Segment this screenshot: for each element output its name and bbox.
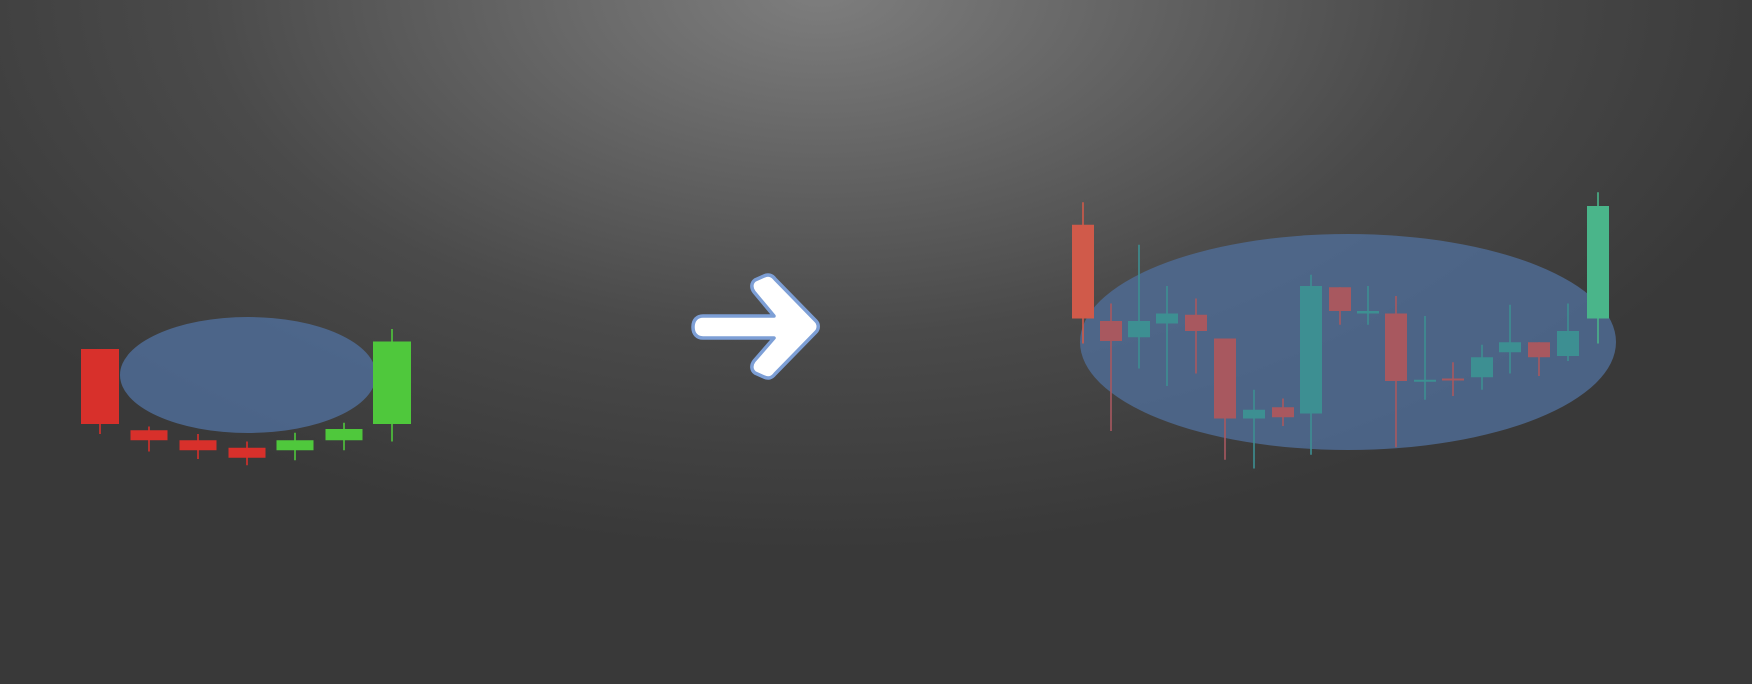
- candle-body: [81, 349, 119, 424]
- candle: [1329, 287, 1351, 325]
- candle-body: [1272, 407, 1294, 418]
- candle-body: [1300, 286, 1322, 414]
- candle: [1471, 344, 1493, 390]
- right-arrow-icon: [691, 273, 820, 380]
- arrow-shape: [691, 273, 820, 380]
- candle-body: [1528, 342, 1550, 358]
- candle: [179, 434, 217, 459]
- candle-body: [1214, 338, 1236, 419]
- candle: [81, 349, 119, 434]
- candle: [1557, 303, 1579, 361]
- candle: [1385, 296, 1407, 448]
- candle: [373, 329, 411, 442]
- right-candlestick-pattern: [1072, 192, 1616, 469]
- candle-body: [373, 341, 411, 424]
- candle: [1156, 286, 1178, 386]
- candle: [130, 426, 168, 452]
- candle-body: [1557, 331, 1579, 356]
- candle-body: [1156, 313, 1178, 324]
- candle-body: [276, 440, 314, 451]
- candle: [228, 441, 266, 466]
- candle-body: [1128, 321, 1150, 338]
- candle: [325, 422, 363, 451]
- candle: [1442, 362, 1464, 396]
- right-highlight-ellipse: [1080, 234, 1616, 450]
- candle: [1243, 389, 1265, 469]
- candle-body: [1243, 409, 1265, 419]
- candle: [1272, 398, 1294, 426]
- candle-body: [1185, 314, 1207, 331]
- candle: [276, 432, 314, 461]
- candle-body: [1587, 206, 1609, 319]
- candle: [1414, 316, 1436, 400]
- right-candles: [1072, 192, 1609, 469]
- candle-body: [179, 440, 217, 451]
- candle-body: [228, 447, 266, 458]
- candle: [1100, 303, 1122, 431]
- candle-body: [1385, 313, 1407, 381]
- candle-body: [1471, 357, 1493, 378]
- candle-body: [1414, 379, 1436, 382]
- candle-body: [1357, 311, 1379, 314]
- candle-body: [1442, 378, 1464, 381]
- candle-body: [1499, 342, 1521, 353]
- candle: [1128, 244, 1150, 369]
- candle-body: [1329, 287, 1351, 311]
- candle: [1499, 304, 1521, 374]
- candle-body: [130, 430, 168, 441]
- left-candlestick-pattern: [81, 317, 411, 466]
- candle-body: [1072, 224, 1094, 319]
- candle-body: [1100, 321, 1122, 341]
- candle: [1357, 286, 1379, 325]
- candle: [1185, 298, 1207, 374]
- left-candles: [81, 329, 411, 466]
- candle-body: [325, 429, 363, 441]
- candle: [1528, 342, 1550, 376]
- left-highlight-ellipse: [120, 317, 376, 433]
- candle: [1072, 202, 1094, 344]
- candle: [1587, 192, 1609, 344]
- candle: [1300, 274, 1322, 455]
- candle: [1214, 338, 1236, 460]
